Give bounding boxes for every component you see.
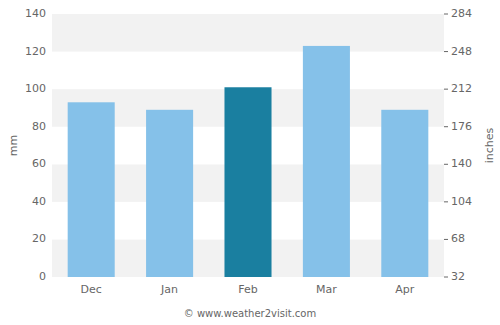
y2-tick-label: 248 <box>451 45 472 58</box>
y2-tick <box>444 164 448 165</box>
y2-axis-label: inches <box>483 127 496 163</box>
annotation: © www.weather2visit.com <box>184 308 316 319</box>
y-axis-label: mm <box>7 135 20 156</box>
y-tick-label: 40 <box>32 195 46 208</box>
y-tick-label: 60 <box>32 157 46 170</box>
bar <box>303 46 350 277</box>
grid-band <box>52 14 444 52</box>
x-tick-label: Jan <box>160 283 178 296</box>
x-tick-label: Dec <box>81 283 102 296</box>
x-axis: Dec Jan Feb Mar Apr <box>81 283 415 296</box>
x-tick-label: Mar <box>316 283 337 296</box>
y2-tick <box>444 89 448 90</box>
y2-tick <box>444 239 448 240</box>
y2-tick-label: 212 <box>451 82 472 95</box>
y2-tick-label: 68 <box>451 232 465 245</box>
y2-tick-label: 176 <box>451 120 472 133</box>
y2-tick <box>444 277 448 278</box>
bar <box>146 110 193 277</box>
grid-band <box>52 52 444 90</box>
bar <box>224 87 271 277</box>
y-tick-label: 20 <box>32 232 46 245</box>
y-tick-label: 140 <box>25 7 46 20</box>
y2-tick-label: 104 <box>451 195 472 208</box>
y-tick-label: 0 <box>39 270 46 283</box>
y2-tick-label: 140 <box>451 157 472 170</box>
x-tick-label: Feb <box>238 283 257 296</box>
grid-bands <box>52 14 444 277</box>
bar <box>68 102 115 277</box>
chart: 0 20 40 60 80 100 120 140 mm 32 68 104 140 176 212 248 2… <box>0 0 500 325</box>
chart-container: 0 20 40 60 80 100 120 140 mm 32 68 104 140 176 212 248 2… <box>0 0 500 325</box>
y2-tick <box>444 51 448 52</box>
y2-tick-label: 32 <box>451 270 465 283</box>
y-tick-label: 80 <box>32 120 46 133</box>
y-tick-label: 100 <box>25 82 46 95</box>
y-tick-label: 120 <box>25 45 46 58</box>
bars <box>68 46 429 277</box>
x-tick-label: Apr <box>395 283 415 296</box>
y2-tick <box>444 14 448 15</box>
bar <box>381 110 428 277</box>
y2-tick <box>444 126 448 127</box>
y2-tick-label: 284 <box>451 7 472 20</box>
y-axis-right: 32 68 104 140 176 212 248 284 <box>444 7 472 283</box>
y2-tick <box>444 201 448 202</box>
y-axis-left: 0 20 40 60 80 100 120 140 <box>25 7 46 283</box>
